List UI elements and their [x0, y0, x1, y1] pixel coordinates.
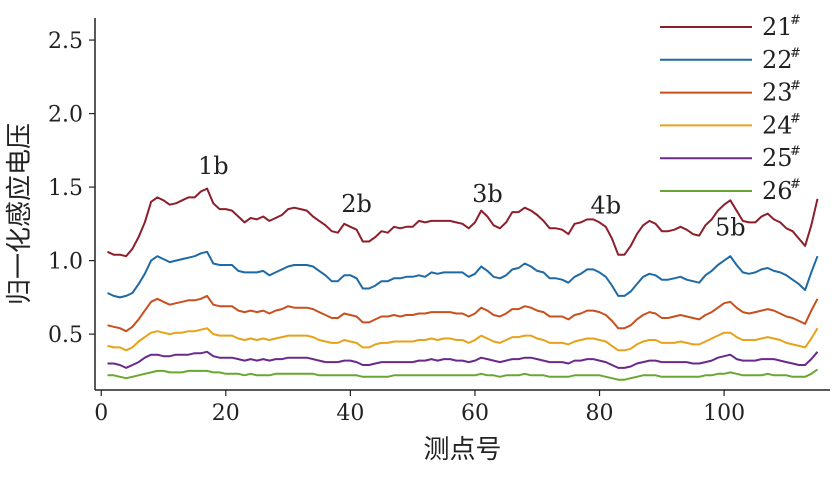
x-tick-label: 60 — [461, 401, 489, 426]
y-tick-label: 1.5 — [48, 176, 83, 201]
series-layer — [107, 187, 819, 381]
legend-label-21: 21 — [762, 13, 793, 41]
x-tick-label: 40 — [336, 401, 364, 426]
legend-label-26: 26 — [762, 177, 793, 205]
x-tick-label: 0 — [94, 401, 108, 426]
y-tick-label: 2.0 — [48, 103, 83, 128]
legend-superscript: # — [790, 111, 801, 126]
legend-label-23: 23 — [762, 79, 793, 107]
legend-superscript: # — [790, 144, 801, 159]
annotation-label: 4b — [590, 192, 621, 220]
annotation-label: 3b — [472, 180, 503, 208]
series-line-24 — [107, 327, 819, 352]
annotation-label: 1b — [198, 152, 229, 180]
legend-superscript: # — [790, 79, 801, 94]
series-line-26 — [107, 368, 819, 381]
legend-superscript: # — [790, 13, 801, 28]
y-tick-label: 2.5 — [48, 29, 83, 54]
annotation-layer: 1b 2b 3b 4b 5b — [198, 152, 746, 242]
legend-superscript: # — [790, 46, 801, 61]
x-tick-label: 20 — [212, 401, 240, 426]
annotation-label: 5b — [715, 214, 746, 242]
legend-label-24: 24 — [762, 111, 793, 139]
y-axis-label: 归一化感应电压 — [5, 123, 35, 305]
axes: 0 20 40 60 80 100 0.5 1.0 1.5 2.0 2.5 — [48, 18, 830, 426]
series-line-23 — [107, 294, 819, 333]
legend-label-25: 25 — [762, 144, 793, 172]
y-tick-label: 1.0 — [48, 250, 83, 275]
annotation-label: 2b — [341, 190, 372, 218]
series-line-25 — [107, 350, 819, 369]
series-line-22 — [107, 250, 819, 299]
x-tick-label: 100 — [703, 401, 745, 426]
y-tick-label: 0.5 — [48, 323, 83, 348]
x-axis-label: 测点号 — [423, 435, 501, 465]
legend-superscript: # — [790, 177, 801, 192]
legend-label-22: 22 — [762, 46, 793, 74]
x-tick-label: 80 — [586, 401, 614, 426]
series-line-21 — [107, 187, 819, 258]
legend: 21#22#23#24#25#26# — [660, 13, 801, 205]
